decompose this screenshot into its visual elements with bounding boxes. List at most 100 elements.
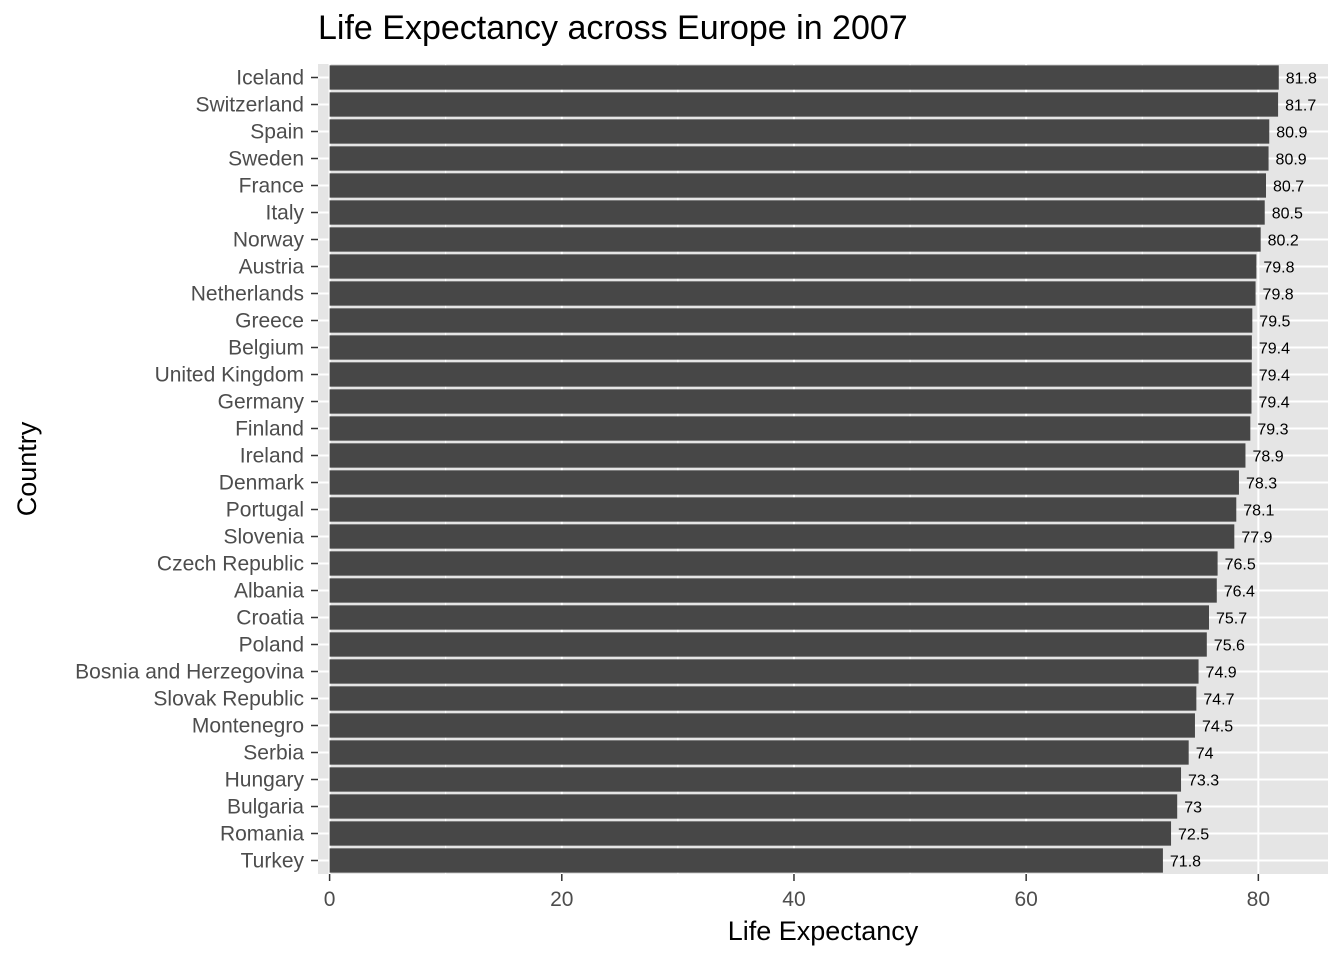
data-label: 79.3 (1257, 422, 1288, 439)
y-tick-label: Poland (239, 634, 304, 657)
data-label: 73 (1184, 800, 1202, 817)
data-label: 77.9 (1241, 530, 1272, 547)
bar (329, 146, 1269, 171)
y-tick-label: Sweden (228, 148, 304, 171)
bar (329, 119, 1270, 144)
data-label: 75.6 (1214, 638, 1245, 655)
y-tick-label: Netherlands (191, 283, 304, 306)
data-label: 80.7 (1273, 179, 1304, 196)
y-tick-label: Bulgaria (227, 796, 304, 819)
y-tick-label: Bosnia and Herzegovina (75, 661, 304, 684)
y-tick-label: Albania (234, 580, 304, 603)
bar (329, 767, 1182, 792)
bar (329, 443, 1246, 468)
bar (329, 92, 1279, 117)
y-axis: Iceland Switzerland Spain Sweden France Italy… (75, 67, 318, 873)
y-tick-label: Norway (233, 229, 305, 252)
bars (329, 65, 1279, 873)
data-label: 80.2 (1268, 233, 1299, 250)
bar (329, 632, 1207, 657)
data-label: 79.5 (1259, 314, 1290, 331)
x-axis-title: Life Expectancy (728, 916, 919, 946)
bar (329, 605, 1210, 630)
y-tick-label: Montenegro (192, 715, 304, 738)
data-label: 81.7 (1285, 98, 1316, 115)
bar (329, 254, 1257, 279)
y-tick-label: Iceland (236, 67, 304, 90)
data-label: 78.9 (1252, 449, 1283, 466)
bar (329, 578, 1217, 603)
y-tick-label: Switzerland (195, 94, 304, 117)
bar (329, 308, 1253, 333)
bar (329, 362, 1252, 387)
data-label: 79.8 (1263, 260, 1294, 277)
data-label: 79.4 (1258, 395, 1289, 412)
data-label: 74.9 (1206, 665, 1237, 682)
data-label: 76.4 (1224, 584, 1255, 601)
x-tick-label: 0 (324, 888, 336, 911)
y-tick-label: Spain (250, 121, 304, 144)
y-tick-label: Slovenia (223, 526, 304, 549)
x-axis: 0 20 40 60 80 (324, 874, 1270, 911)
bar (329, 659, 1199, 684)
bar (329, 227, 1261, 252)
minor-gridlines (445, 64, 1143, 874)
data-label: 81.8 (1286, 71, 1317, 88)
data-label: 74.7 (1203, 692, 1234, 709)
data-label: 79.4 (1259, 341, 1290, 358)
plot-panel (318, 64, 1328, 874)
chart-title: Life Expectancy across Europe in 2007 (318, 9, 908, 47)
x-tick-label: 40 (782, 888, 805, 911)
y-tick-label: Portugal (226, 499, 304, 522)
data-label: 80.5 (1272, 206, 1303, 223)
data-label: 78.3 (1246, 476, 1277, 493)
y-tick-label: Hungary (225, 769, 305, 792)
x-tick-label: 20 (550, 888, 573, 911)
bar (329, 173, 1267, 198)
y-tick-label: Finland (235, 418, 304, 441)
bar (329, 821, 1172, 846)
data-label: 79.8 (1263, 287, 1294, 304)
y-tick-label: France (239, 175, 304, 198)
y-tick-label: Italy (265, 202, 304, 225)
bar (329, 470, 1239, 495)
y-tick-label: United Kingdom (155, 364, 304, 387)
bar (329, 281, 1256, 306)
bar (329, 794, 1178, 819)
bar (329, 740, 1189, 765)
bar (329, 335, 1252, 360)
data-label: 80.9 (1276, 152, 1307, 169)
data-label: 71.8 (1170, 854, 1201, 871)
y-tick-label: Serbia (243, 742, 304, 765)
data-label: 73.3 (1188, 773, 1219, 790)
bar (329, 389, 1252, 414)
y-tick-label: Austria (239, 256, 305, 279)
y-tick-label: Greece (235, 310, 304, 333)
y-tick-label: Germany (218, 391, 305, 414)
data-label: 79.4 (1259, 368, 1290, 385)
y-tick-label: Slovak Republic (153, 688, 304, 711)
data-label: 78.1 (1243, 503, 1274, 520)
bar (329, 200, 1265, 225)
bar (329, 686, 1197, 711)
y-axis-title: Country (12, 421, 42, 516)
data-label: 74 (1196, 746, 1214, 763)
x-tick-label: 60 (1014, 888, 1037, 911)
y-tick-label: Romania (220, 823, 304, 846)
bar (329, 848, 1163, 873)
x-tick-label: 80 (1247, 888, 1270, 911)
bar (329, 524, 1235, 549)
y-tick-label: Belgium (228, 337, 304, 360)
data-label: 72.5 (1178, 827, 1209, 844)
y-tick-label: Denmark (219, 472, 305, 495)
data-label: 76.5 (1225, 557, 1256, 574)
bar (329, 551, 1218, 576)
y-tick-label: Turkey (241, 850, 305, 873)
bar (329, 713, 1195, 738)
y-tick-label: Croatia (236, 607, 304, 630)
bar (329, 65, 1279, 90)
bar (329, 497, 1237, 522)
y-tick-label: Ireland (240, 445, 304, 468)
